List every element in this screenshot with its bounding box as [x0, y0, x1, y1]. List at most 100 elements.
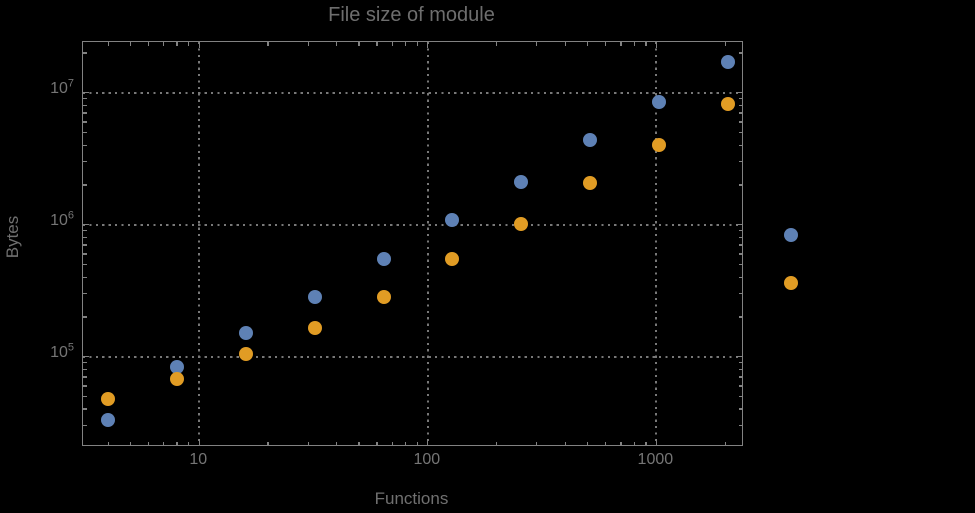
y-tick-mark — [738, 52, 742, 54]
x-tick-mark — [495, 441, 498, 445]
y-tick-mark — [736, 223, 742, 226]
x-tick-mark — [564, 42, 567, 46]
x-axis-title: Functions — [374, 489, 449, 508]
y-tick-mark — [738, 263, 742, 266]
y-tick-mark — [83, 104, 87, 107]
y-tick-mark — [83, 276, 87, 278]
y-tick-label-10^7: 107 — [50, 77, 74, 97]
y-tick-mark — [738, 253, 742, 255]
x-tick-mark — [188, 441, 190, 445]
y-tick-mark — [83, 244, 87, 246]
x-tick-mark — [336, 441, 338, 445]
x-tick-mark — [176, 441, 178, 445]
data-point-series-2-orange — [170, 371, 185, 386]
x-tick-label-10: 10 — [189, 451, 208, 468]
x-tick-mark — [633, 441, 635, 445]
gridline-x-100 — [426, 42, 429, 445]
x-tick-mark — [147, 42, 150, 46]
y-tick-mark — [83, 98, 87, 100]
data-point-series-2-orange — [514, 217, 529, 232]
y-tick-mark — [83, 385, 87, 387]
x-tick-mark — [586, 441, 589, 445]
y-tick-mark — [83, 112, 87, 114]
x-tick-mark — [147, 441, 150, 445]
y-tick-mark — [738, 316, 742, 318]
exponent: 5 — [67, 341, 74, 354]
plot-area — [82, 41, 798, 446]
y-tick-mark — [83, 161, 87, 163]
y-tick-mark — [738, 144, 742, 146]
data-point-series-1-blue — [170, 359, 185, 374]
data-point-series-2-orange — [720, 97, 735, 112]
x-tick-mark — [564, 441, 567, 445]
y-tick-mark — [738, 395, 742, 397]
gridline-y-1000000 — [83, 223, 742, 226]
x-tick-mark — [267, 42, 269, 46]
y-tick-mark — [83, 263, 87, 266]
x-tick-mark — [536, 441, 538, 445]
gridline-y-10000000 — [83, 91, 742, 94]
x-tick-mark — [391, 441, 394, 445]
exponent: 7 — [67, 77, 74, 90]
x-tick-mark — [376, 42, 378, 46]
y-tick-label-10^5: 105 — [50, 341, 74, 361]
y-tick-mark — [83, 395, 87, 397]
x-tick-label-100: 100 — [413, 451, 441, 468]
x-tick-mark — [163, 42, 165, 46]
x-tick-mark — [645, 441, 647, 445]
gridline-x-10 — [198, 42, 201, 445]
x-tick-mark — [633, 42, 635, 46]
x-tick-mark — [416, 42, 418, 46]
x-tick-mark — [427, 439, 429, 445]
y-tick-mark — [738, 244, 742, 246]
y-axis-title: Bytes — [3, 215, 22, 259]
x-tick-mark — [724, 441, 726, 445]
data-point-series-1-blue — [514, 174, 529, 189]
x-tick-mark — [655, 439, 657, 445]
y-tick-mark — [736, 92, 742, 94]
x-tick-mark — [724, 42, 726, 46]
y-tick-mark — [83, 362, 87, 364]
chart-title: File size of module — [328, 4, 495, 26]
y-tick-mark — [738, 236, 742, 239]
y-tick-mark — [83, 230, 87, 232]
x-tick-mark — [358, 441, 360, 445]
y-tick-mark — [83, 52, 87, 54]
y-tick-mark — [738, 112, 742, 114]
x-tick-mark — [427, 42, 429, 48]
y-tick-mark — [738, 362, 742, 364]
data-point-series-1-blue — [720, 54, 735, 69]
x-tick-mark — [307, 441, 309, 445]
y-tick-mark — [83, 184, 87, 186]
x-tick-mark — [107, 441, 109, 445]
y-tick-mark — [83, 236, 87, 239]
y-tick-mark — [83, 424, 87, 427]
y-tick-mark — [736, 355, 742, 358]
x-tick-mark — [267, 441, 269, 445]
x-tick-mark — [358, 42, 360, 46]
x-tick-mark — [129, 42, 132, 46]
x-tick-mark — [198, 42, 200, 48]
gridline-y-100000 — [83, 355, 742, 358]
y-tick-mark — [738, 293, 742, 295]
x-tick-mark — [405, 42, 407, 46]
x-tick-mark — [391, 42, 394, 46]
data-point-series-1-blue — [651, 94, 666, 109]
y-tick-mark — [83, 144, 87, 146]
data-point-series-1-blue — [582, 133, 597, 148]
x-tick-mark — [586, 42, 589, 46]
x-tick-mark — [405, 441, 407, 445]
x-tick-mark — [163, 441, 165, 445]
x-tick-mark — [198, 439, 200, 445]
x-tick-mark — [536, 42, 538, 46]
y-tick-mark — [83, 408, 87, 410]
y-tick-mark — [83, 355, 89, 358]
data-point-series-1-blue — [307, 289, 322, 304]
y-tick-mark — [83, 121, 87, 123]
data-point-series-2-orange — [238, 347, 253, 362]
x-tick-mark — [129, 441, 132, 445]
x-tick-mark — [307, 42, 309, 46]
x-tick-mark — [645, 42, 647, 46]
y-tick-mark — [83, 223, 89, 226]
